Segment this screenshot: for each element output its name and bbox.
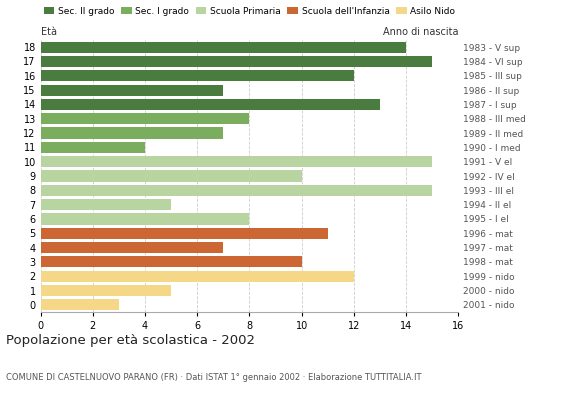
Bar bbox=[41, 170, 302, 182]
Text: Popolazione per età scolastica - 2002: Popolazione per età scolastica - 2002 bbox=[6, 334, 255, 347]
Bar bbox=[41, 242, 223, 253]
Bar bbox=[41, 113, 249, 124]
Bar bbox=[41, 42, 406, 53]
Text: Anno di nascita: Anno di nascita bbox=[383, 27, 458, 37]
Bar bbox=[41, 199, 171, 210]
Bar bbox=[41, 271, 354, 282]
Bar bbox=[41, 128, 223, 139]
Bar bbox=[41, 70, 354, 81]
Bar bbox=[41, 285, 171, 296]
Bar bbox=[41, 142, 145, 153]
Bar bbox=[41, 56, 432, 67]
Bar bbox=[41, 256, 302, 268]
Bar bbox=[41, 213, 249, 224]
Bar bbox=[41, 99, 380, 110]
Bar bbox=[41, 185, 432, 196]
Text: Età: Età bbox=[41, 27, 57, 37]
Bar bbox=[41, 228, 328, 239]
Bar bbox=[41, 84, 223, 96]
Text: COMUNE DI CASTELNUOVO PARANO (FR) · Dati ISTAT 1° gennaio 2002 · Elaborazione TU: COMUNE DI CASTELNUOVO PARANO (FR) · Dati… bbox=[6, 373, 421, 382]
Bar bbox=[41, 299, 119, 310]
Legend: Sec. II grado, Sec. I grado, Scuola Primaria, Scuola dell'Infanzia, Asilo Nido: Sec. II grado, Sec. I grado, Scuola Prim… bbox=[40, 3, 459, 19]
Bar bbox=[41, 156, 432, 167]
